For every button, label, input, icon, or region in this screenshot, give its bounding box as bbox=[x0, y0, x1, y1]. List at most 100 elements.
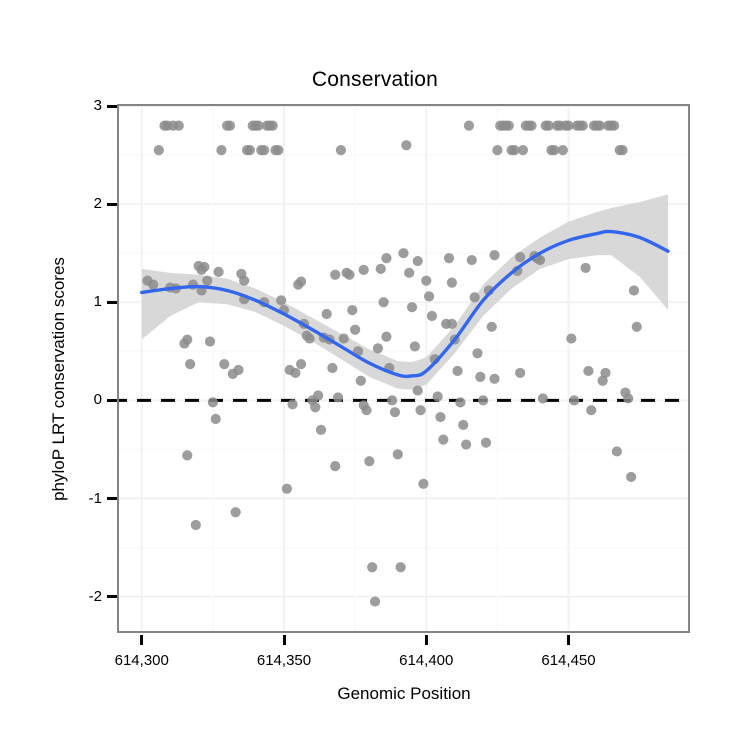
data-point bbox=[395, 562, 406, 573]
data-point bbox=[361, 405, 372, 416]
x-tick-mark bbox=[282, 635, 286, 645]
data-point bbox=[452, 365, 463, 377]
data-point bbox=[196, 264, 207, 275]
data-point bbox=[537, 393, 549, 404]
data-point bbox=[463, 120, 475, 131]
data-point bbox=[344, 269, 355, 280]
plot-panel bbox=[117, 104, 690, 633]
data-point bbox=[412, 385, 423, 396]
y-tick-label: -1 bbox=[88, 489, 102, 507]
data-point bbox=[406, 302, 418, 313]
data-point bbox=[600, 367, 611, 379]
data-point bbox=[213, 266, 224, 277]
data-point bbox=[204, 336, 216, 347]
data-point bbox=[310, 402, 321, 413]
data-point bbox=[543, 120, 554, 131]
data-point bbox=[338, 333, 349, 344]
data-point bbox=[392, 449, 403, 460]
x-tick-label: 614,350 bbox=[256, 652, 312, 669]
data-point bbox=[517, 145, 529, 156]
data-point bbox=[295, 276, 307, 287]
confidence-band bbox=[141, 194, 669, 390]
data-point bbox=[190, 519, 201, 531]
data-point bbox=[534, 254, 546, 266]
data-point bbox=[258, 145, 270, 156]
data-point bbox=[455, 397, 466, 408]
data-point bbox=[304, 333, 315, 344]
data-point bbox=[313, 390, 324, 401]
data-point bbox=[381, 253, 392, 264]
data-point bbox=[492, 145, 503, 156]
data-point bbox=[446, 318, 457, 329]
data-point bbox=[458, 419, 469, 431]
data-point bbox=[347, 305, 358, 316]
data-point bbox=[185, 358, 196, 370]
data-point bbox=[219, 358, 230, 370]
data-point bbox=[281, 483, 292, 494]
data-point bbox=[626, 471, 637, 483]
data-point bbox=[577, 120, 588, 131]
data-point bbox=[358, 264, 369, 275]
data-point bbox=[290, 367, 301, 379]
data-point bbox=[210, 413, 221, 425]
data-point bbox=[469, 292, 480, 303]
trend-line bbox=[140, 229, 670, 379]
y-tick-label: 2 bbox=[93, 195, 102, 213]
data-point bbox=[432, 391, 443, 402]
data-point bbox=[398, 248, 409, 259]
data-point bbox=[486, 321, 497, 332]
data-point bbox=[628, 285, 640, 296]
data-point bbox=[153, 145, 164, 156]
data-point bbox=[369, 596, 381, 607]
data-point bbox=[409, 341, 420, 352]
data-point bbox=[244, 145, 255, 156]
data-point bbox=[438, 434, 449, 445]
data-point bbox=[330, 269, 341, 280]
data-point bbox=[389, 407, 401, 418]
data-point bbox=[526, 120, 537, 131]
data-point bbox=[233, 364, 244, 376]
data-point bbox=[426, 310, 438, 322]
x-tick-label: 614,300 bbox=[114, 652, 169, 669]
data-point bbox=[273, 145, 284, 156]
data-point bbox=[230, 507, 241, 518]
data-point bbox=[330, 461, 341, 472]
data-point bbox=[387, 395, 398, 406]
data-point bbox=[515, 252, 526, 263]
data-point bbox=[327, 362, 338, 374]
data-point bbox=[315, 424, 327, 435]
data-point bbox=[597, 375, 608, 386]
y-tick-label: 3 bbox=[93, 97, 102, 114]
data-point bbox=[435, 411, 446, 423]
data-point bbox=[224, 120, 236, 131]
data-point bbox=[557, 145, 568, 156]
y-tick-label: 1 bbox=[93, 293, 102, 311]
data-point bbox=[503, 120, 514, 131]
data-point bbox=[478, 395, 489, 406]
data-point bbox=[253, 120, 264, 131]
plot-canvas bbox=[119, 106, 688, 631]
data-point bbox=[611, 446, 622, 457]
data-point bbox=[563, 120, 574, 131]
data-point bbox=[466, 254, 477, 266]
data-point bbox=[569, 395, 580, 406]
x-tick-mark bbox=[140, 635, 144, 645]
y-tick-mark bbox=[107, 202, 117, 206]
data-point bbox=[207, 397, 218, 408]
data-point bbox=[421, 275, 432, 286]
data-point bbox=[367, 562, 378, 573]
data-point bbox=[489, 373, 500, 384]
data-point bbox=[424, 291, 435, 302]
data-point bbox=[631, 321, 642, 332]
data-point bbox=[608, 120, 620, 131]
data-point bbox=[148, 279, 159, 290]
data-point bbox=[475, 371, 486, 382]
data-point bbox=[355, 375, 366, 386]
data-point bbox=[594, 120, 605, 131]
data-point bbox=[321, 308, 332, 320]
data-point bbox=[364, 456, 375, 467]
data-point bbox=[335, 145, 347, 156]
data-point bbox=[489, 250, 500, 261]
data-point bbox=[350, 324, 361, 335]
